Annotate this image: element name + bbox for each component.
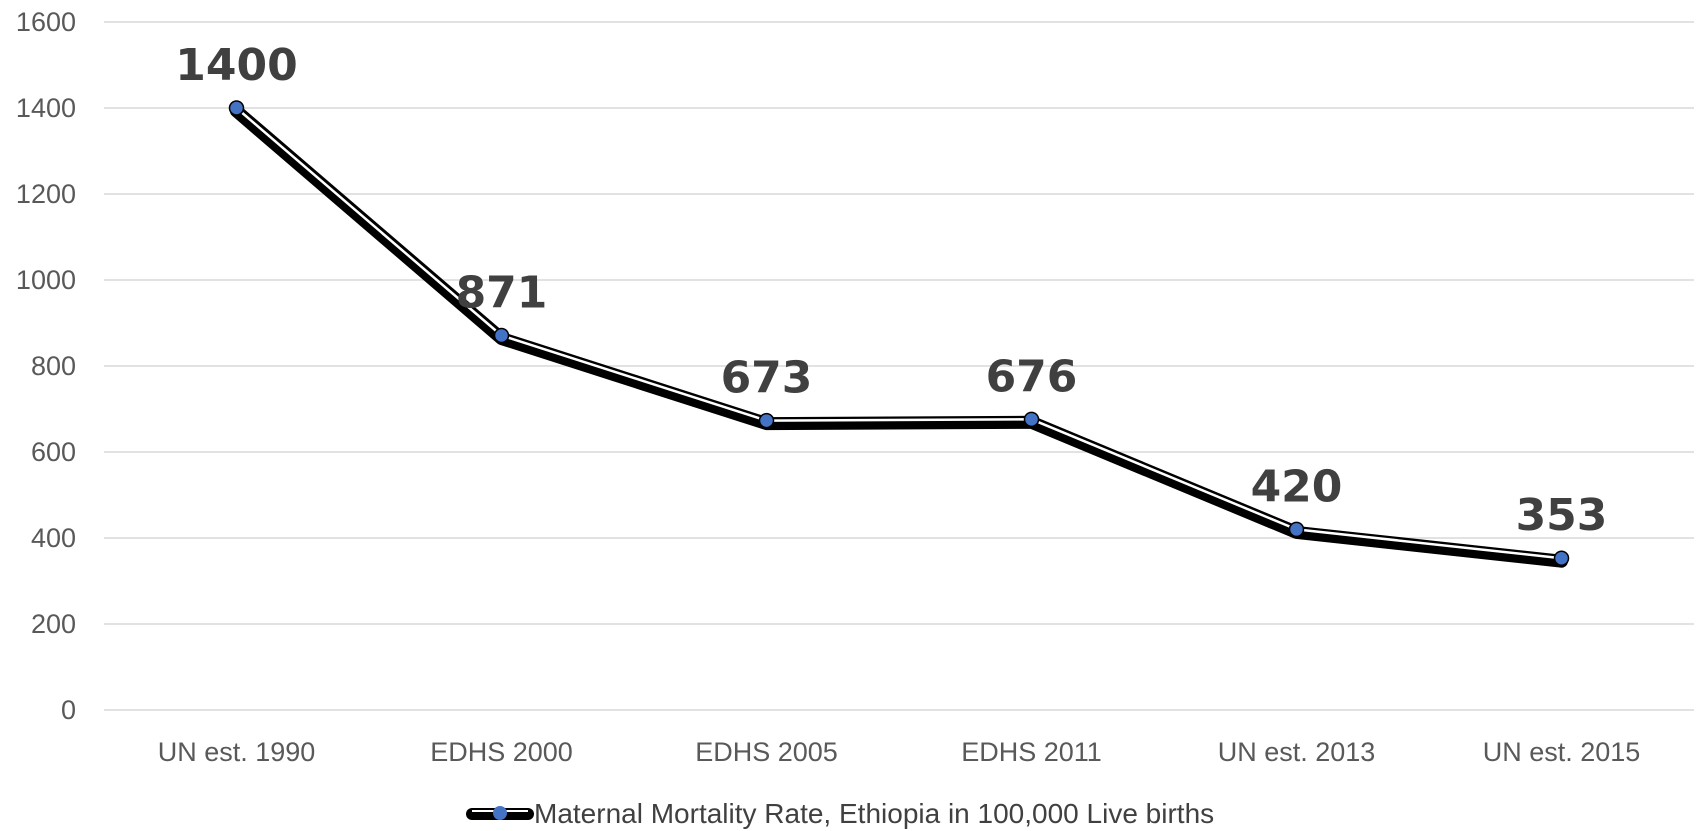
x-tick-label: UN est. 1990 (158, 737, 316, 767)
x-tick-label: UN est. 2013 (1218, 737, 1376, 767)
series-line-highlight (235, 106, 1563, 560)
x-tick-label: EDHS 2000 (430, 737, 573, 767)
legend: Maternal Mortality Rate, Ethiopia in 100… (466, 798, 1214, 829)
y-tick-label-1000: 1000 (16, 265, 76, 295)
y-tick-label-1600: 1600 (16, 7, 76, 37)
data-point (493, 327, 510, 344)
data-point (1288, 521, 1305, 538)
x-tick-label: UN est. 2015 (1483, 737, 1641, 767)
y-tick-label-200: 200 (31, 609, 76, 639)
data-labels: 1400 871 673 676 420 353 (175, 40, 1607, 541)
series-line (230, 104, 1568, 568)
y-tick-label-800: 800 (31, 351, 76, 381)
y-tick-label-1200: 1200 (16, 179, 76, 209)
y-tick-label-1400: 1400 (16, 93, 76, 123)
legend-label: Maternal Mortality Rate, Ethiopia in 100… (534, 798, 1214, 829)
data-point (228, 100, 245, 116)
y-tick-label-0: 0 (61, 695, 76, 725)
x-axis-tick-labels: UN est. 1990 EDHS 2000 EDHS 2005 EDHS 2011 U… (158, 737, 1641, 767)
data-point (758, 412, 775, 429)
data-point (1553, 550, 1570, 566)
data-label: 420 (1251, 461, 1343, 512)
legend-marker-swatch (493, 806, 507, 820)
gridlines (104, 21, 1694, 711)
x-tick-label: EDHS 2011 (961, 737, 1102, 767)
data-label: 673 (721, 353, 813, 404)
data-label: 353 (1516, 490, 1608, 541)
series-markers (228, 100, 1570, 566)
y-tick-label-400: 400 (31, 523, 76, 553)
data-point (1023, 411, 1040, 428)
y-tick-label-600: 600 (31, 437, 76, 467)
series-line-body (230, 104, 1568, 568)
data-label: 676 (986, 351, 1078, 402)
x-tick-label: EDHS 2005 (695, 737, 838, 767)
y-axis-tick-labels: 0 200 400 600 800 1000 1200 1400 1600 (16, 7, 76, 725)
data-label: 871 (456, 267, 548, 318)
data-label: 1400 (175, 40, 297, 91)
